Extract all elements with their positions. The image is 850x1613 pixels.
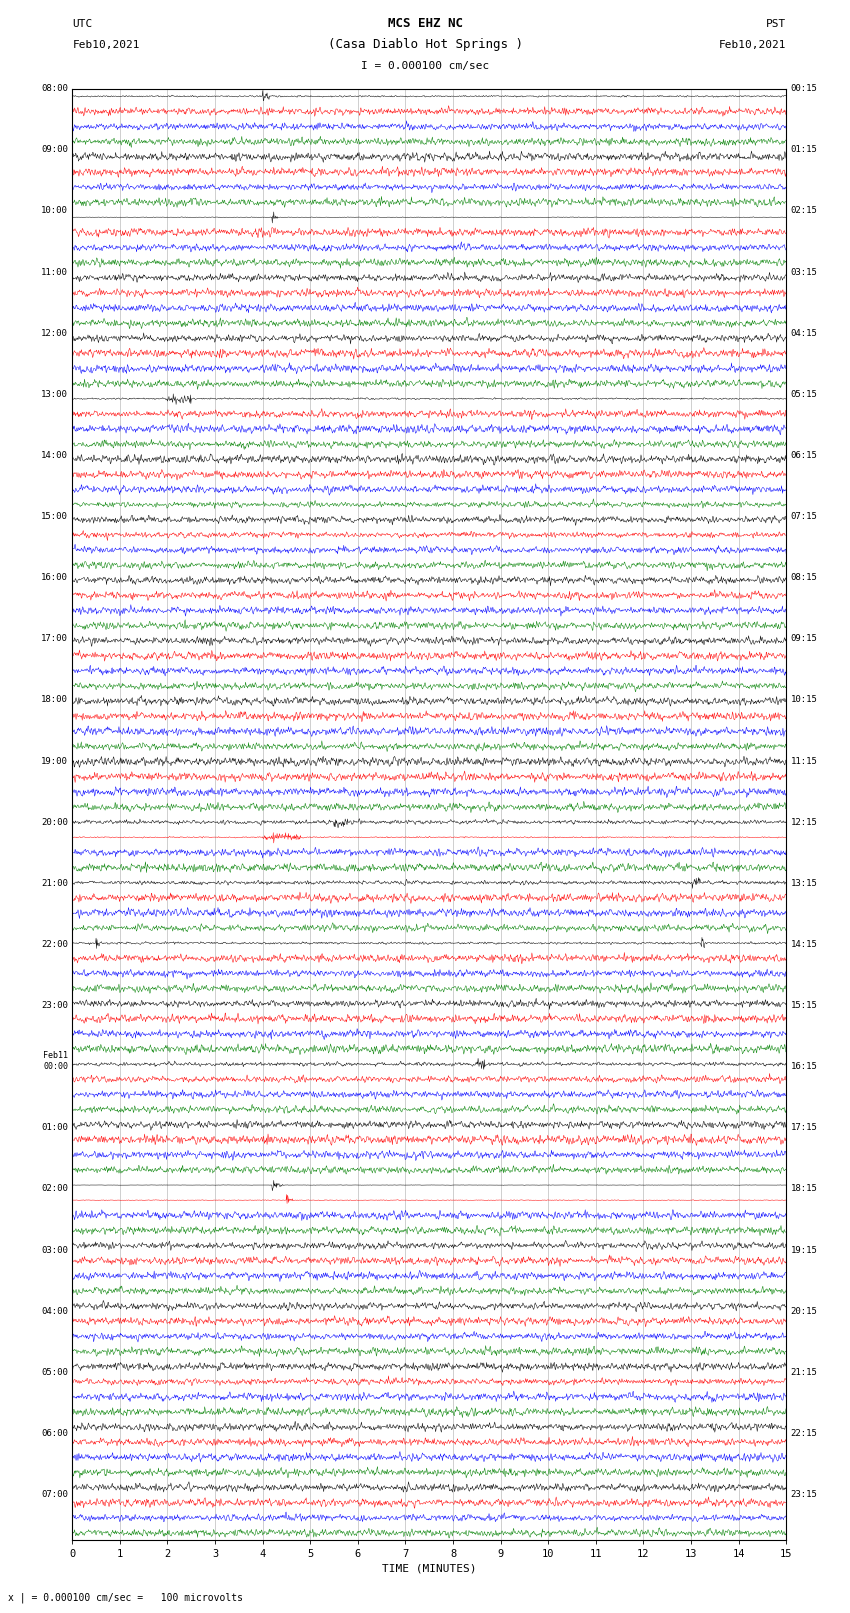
Text: 14:15: 14:15 (790, 940, 818, 948)
Text: 11:00: 11:00 (41, 268, 68, 276)
Text: 15:15: 15:15 (790, 1002, 818, 1010)
Text: 12:00: 12:00 (41, 329, 68, 337)
Text: 03:00: 03:00 (41, 1245, 68, 1255)
Text: 19:15: 19:15 (790, 1245, 818, 1255)
Text: 16:15: 16:15 (790, 1063, 818, 1071)
Text: 14:00: 14:00 (41, 452, 68, 460)
Text: 06:15: 06:15 (790, 452, 818, 460)
Text: 04:15: 04:15 (790, 329, 818, 337)
Text: 05:00: 05:00 (41, 1368, 68, 1378)
Text: 17:00: 17:00 (41, 634, 68, 644)
Text: 08:00: 08:00 (41, 84, 68, 94)
Text: 22:00: 22:00 (41, 940, 68, 948)
Text: 07:15: 07:15 (790, 511, 818, 521)
Text: 12:15: 12:15 (790, 818, 818, 827)
Text: 17:15: 17:15 (790, 1123, 818, 1132)
Text: Feb11: Feb11 (43, 1052, 68, 1060)
Text: 06:00: 06:00 (41, 1429, 68, 1437)
Text: (Casa Diablo Hot Springs ): (Casa Diablo Hot Springs ) (327, 39, 523, 52)
X-axis label: TIME (MINUTES): TIME (MINUTES) (382, 1563, 477, 1574)
Text: 22:15: 22:15 (790, 1429, 818, 1437)
Text: 15:00: 15:00 (41, 511, 68, 521)
Text: 10:15: 10:15 (790, 695, 818, 705)
Text: 04:00: 04:00 (41, 1307, 68, 1316)
Text: 20:15: 20:15 (790, 1307, 818, 1316)
Text: 09:15: 09:15 (790, 634, 818, 644)
Text: 01:00: 01:00 (41, 1123, 68, 1132)
Text: 13:15: 13:15 (790, 879, 818, 887)
Text: 05:15: 05:15 (790, 390, 818, 398)
Text: 23:00: 23:00 (41, 1002, 68, 1010)
Text: 11:15: 11:15 (790, 756, 818, 766)
Text: PST: PST (766, 19, 786, 29)
Text: 19:00: 19:00 (41, 756, 68, 766)
Text: 00:15: 00:15 (790, 84, 818, 94)
Text: 00:00: 00:00 (43, 1063, 68, 1071)
Text: 01:15: 01:15 (790, 145, 818, 155)
Text: 09:00: 09:00 (41, 145, 68, 155)
Text: 07:00: 07:00 (41, 1490, 68, 1498)
Text: 18:00: 18:00 (41, 695, 68, 705)
Text: 20:00: 20:00 (41, 818, 68, 827)
Text: 18:15: 18:15 (790, 1184, 818, 1194)
Text: 21:15: 21:15 (790, 1368, 818, 1378)
Text: 23:15: 23:15 (790, 1490, 818, 1498)
Text: I = 0.000100 cm/sec: I = 0.000100 cm/sec (361, 61, 489, 71)
Text: Feb10,2021: Feb10,2021 (719, 40, 786, 50)
Text: x | = 0.000100 cm/sec =   100 microvolts: x | = 0.000100 cm/sec = 100 microvolts (8, 1592, 243, 1603)
Text: 02:00: 02:00 (41, 1184, 68, 1194)
Text: 16:00: 16:00 (41, 573, 68, 582)
Text: 10:00: 10:00 (41, 206, 68, 216)
Text: 03:15: 03:15 (790, 268, 818, 276)
Text: 02:15: 02:15 (790, 206, 818, 216)
Text: MCS EHZ NC: MCS EHZ NC (388, 18, 462, 31)
Text: UTC: UTC (72, 19, 93, 29)
Text: 08:15: 08:15 (790, 573, 818, 582)
Text: Feb10,2021: Feb10,2021 (72, 40, 139, 50)
Text: 13:00: 13:00 (41, 390, 68, 398)
Text: 21:00: 21:00 (41, 879, 68, 887)
